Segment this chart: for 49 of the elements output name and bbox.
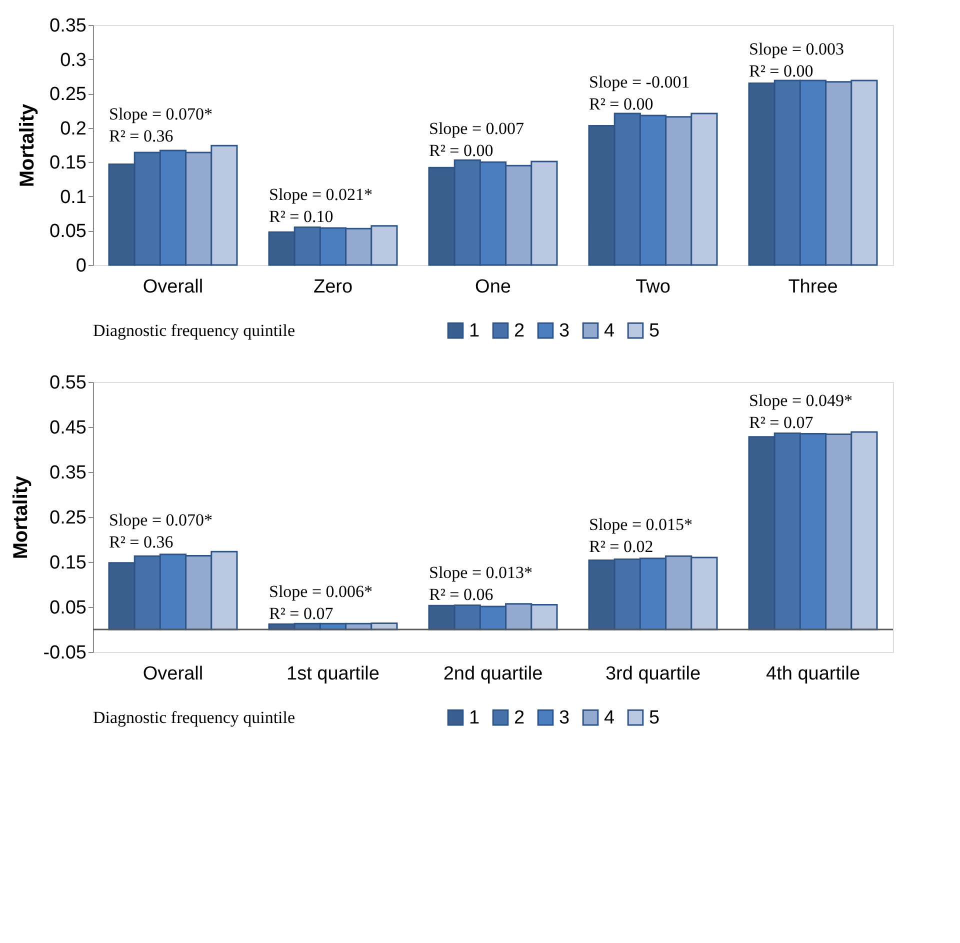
x-tick-label: Overall [142,276,204,298]
y-axis-title: Mortality [10,474,32,560]
x-tick-label: 2nd quartile [443,664,543,684]
y-tick-label: 0.05 [50,221,86,242]
annotation: Slope = 0.015* R² = 0.02 [589,515,693,556]
x-tick-label: 1st quartile [286,664,380,684]
legend-label: 5 [649,708,660,729]
legend-label: 2 [514,320,525,342]
y-axis-title: Mortality [16,102,39,188]
annotation: Slope = 0.013* R² = 0.06 [429,562,533,604]
legend-title: Diagnostic frequency quintile [93,708,296,727]
y-tick-label: 0.2 [60,118,86,140]
x-tick-label: One [475,276,511,298]
legend-title: Diagnostic frequency quintile [93,321,296,340]
y-tick-label: 0.45 [50,418,86,438]
legend-label: 1 [469,708,480,729]
legend-label: 1 [469,320,480,342]
annotation: Slope = 0.070* R² = 0.36 [109,510,213,552]
y-tick-label: 0 [76,256,86,276]
legend-label: 5 [649,320,660,342]
annotation: Slope = 0.003 R² = 0.00 [749,40,844,81]
legend-label: 3 [559,708,570,729]
annotation: Slope = 0.049* R² = 0.07 [749,390,853,432]
legend-label: 4 [604,708,615,729]
legend-label: 4 [604,320,615,342]
x-tick-label: Zero [313,276,353,298]
annotation: Slope = -0.001 R² = 0.00 [589,72,690,114]
y-tick-label: 0.35 [50,16,86,36]
legend-label: 3 [559,320,570,342]
y-tick-label: 0.25 [50,84,86,106]
y-tick-label: 0.3 [60,50,86,71]
y-tick-label: 0.05 [50,598,86,618]
annotation: Slope = 0.006* R² = 0.07 [269,582,373,624]
y-tick-label: 0.35 [50,462,86,484]
annotation: Slope = 0.070* R² = 0.36 [109,104,213,146]
y-tick-label: 0.1 [60,186,86,208]
x-tick-label: 4th quartile [766,664,860,684]
annotation: Slope = 0.021* R² = 0.10 [269,184,373,226]
y-tick-label: 0.55 [50,372,86,394]
x-tick-label: Overall [142,664,204,684]
legend-label: 2 [514,708,525,729]
x-tick-label: Two [636,276,670,298]
x-tick-label: Three [788,276,838,298]
y-tick-label: 0.25 [50,508,86,528]
y-tick-label: 0.15 [50,552,86,574]
x-tick-label: 3rd quartile [605,664,701,684]
y-tick-label: -0.05 [43,642,86,664]
annotation: Slope = 0.007 R² = 0.00 [429,119,525,160]
y-tick-label: 0.15 [50,152,86,174]
